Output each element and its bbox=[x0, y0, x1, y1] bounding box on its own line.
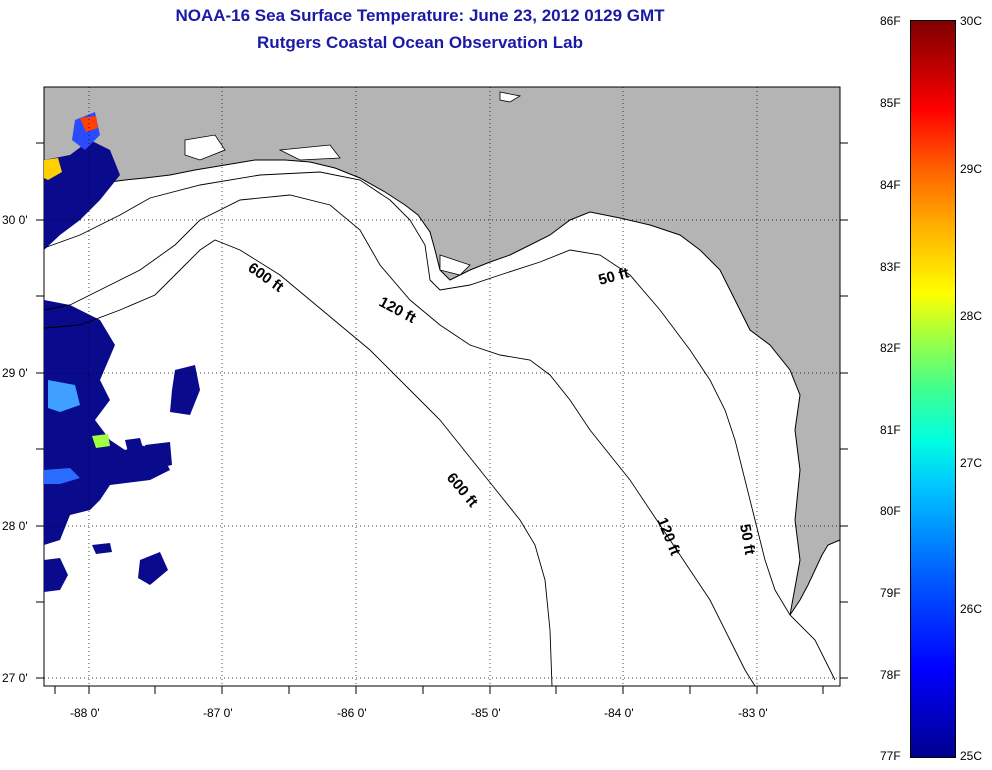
colorbar-c-label: 26C bbox=[960, 602, 983, 616]
lon-label: -84 0' bbox=[604, 706, 634, 720]
colorbar-f-label: 86F bbox=[880, 14, 901, 28]
lon-label: -85 0' bbox=[471, 706, 501, 720]
colorbar-c-label: 29C bbox=[960, 162, 983, 176]
colorbar-f-label: 78F bbox=[880, 668, 901, 682]
colorbar-f-label: 85F bbox=[880, 96, 901, 110]
lon-label: -83 0' bbox=[738, 706, 768, 720]
axis-ticks bbox=[36, 142, 848, 694]
inlet-detail bbox=[499, 91, 522, 103]
lon-label: -88 0' bbox=[70, 706, 100, 720]
lat-label: 28 0' bbox=[2, 519, 28, 533]
bay-detail bbox=[439, 254, 471, 276]
lat-label: 29 0' bbox=[2, 366, 28, 380]
colorbar-c-label: 27C bbox=[960, 456, 983, 470]
colorbar-f-label: 83F bbox=[880, 260, 901, 274]
sst-data-patches bbox=[44, 112, 200, 592]
chart-title: NOAA-16 Sea Surface Temperature: June 23… bbox=[175, 6, 665, 25]
lon-label: -87 0' bbox=[203, 706, 233, 720]
colorbar-c-label: 30C bbox=[960, 14, 983, 28]
contour-label: 50 ft bbox=[736, 523, 758, 556]
colorbar-c-label: 25C bbox=[960, 749, 983, 763]
lat-label: 30 0' bbox=[2, 213, 28, 227]
colorbar-f-label: 82F bbox=[880, 341, 901, 355]
colorbar-f-label: 80F bbox=[880, 504, 901, 518]
depth-contours bbox=[43, 171, 836, 687]
land-area bbox=[43, 86, 841, 616]
contour-50ft bbox=[43, 171, 836, 681]
colorbar-f-label: 77F bbox=[880, 749, 901, 763]
colorbar-f-label: 84F bbox=[880, 178, 901, 192]
temperature-colorbar bbox=[910, 20, 956, 758]
lon-label: -86 0' bbox=[337, 706, 367, 720]
bay-detail bbox=[184, 134, 226, 161]
colorbar-f-label: 79F bbox=[880, 586, 901, 600]
bay-detail bbox=[278, 144, 341, 161]
chart-subtitle: Rutgers Coastal Ocean Observation Lab bbox=[257, 33, 583, 52]
contour-120ft bbox=[43, 194, 756, 687]
lat-label: 27 0' bbox=[2, 671, 28, 685]
colorbar-f-label: 81F bbox=[880, 423, 901, 437]
graticule bbox=[44, 87, 840, 686]
colorbar-c-label: 28C bbox=[960, 309, 983, 323]
contour-600ft bbox=[43, 239, 553, 687]
